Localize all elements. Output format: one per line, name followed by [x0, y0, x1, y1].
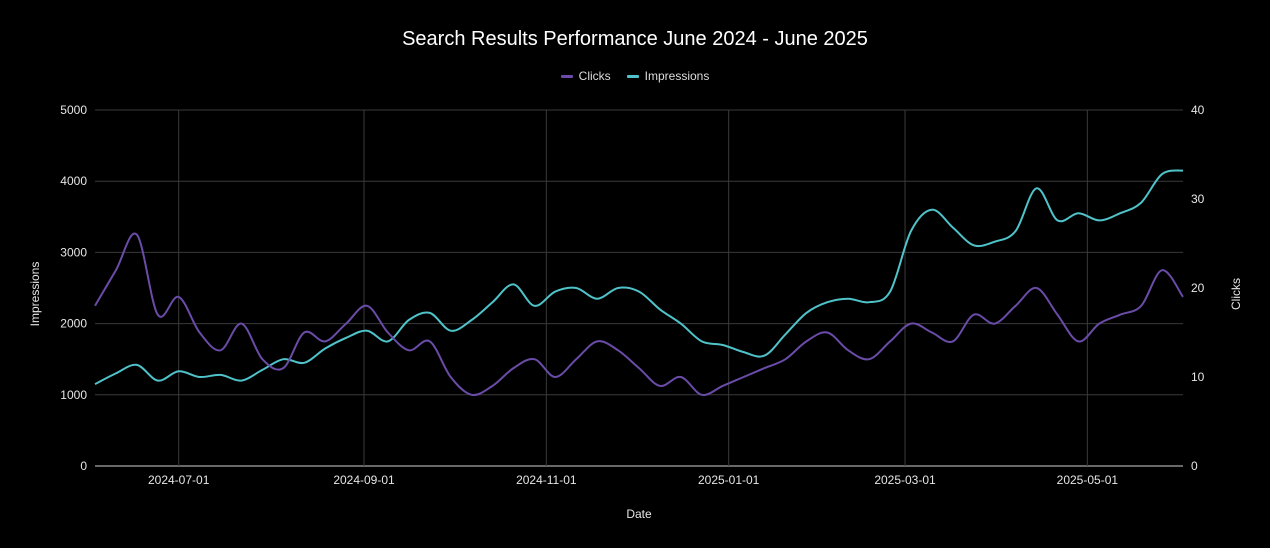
y-right-axis-title: Clicks — [1229, 278, 1243, 310]
y-left-tick-label: 3000 — [60, 245, 87, 259]
legend-item-impressions[interactable]: Impressions — [626, 69, 710, 83]
grid — [95, 109, 1183, 467]
y-left-tick-label: 4000 — [60, 174, 87, 188]
x-tick-label: 2024-07-01 — [148, 473, 210, 487]
legend[interactable]: Clicks Impressions — [0, 69, 1270, 83]
y-right-tick-label: 20 — [1191, 281, 1205, 295]
y-left-tick-label: 1000 — [60, 388, 87, 402]
x-tick-label: 2024-09-01 — [333, 473, 395, 487]
x-tick-label: 2025-03-01 — [874, 473, 936, 487]
x-tick-label: 2024-11-01 — [516, 473, 577, 487]
legend-label-impressions: Impressions — [644, 69, 710, 83]
x-axis-title: Date — [626, 507, 652, 521]
y-left-tick-label: 2000 — [60, 317, 87, 331]
series-line-clicks — [94, 232, 1184, 397]
legend-item-clicks[interactable]: Clicks — [560, 69, 611, 83]
y-right-tick-label: 30 — [1191, 192, 1205, 206]
y-left-axis-title: Impressions — [28, 262, 42, 327]
x-tick-label: 2025-01-01 — [698, 473, 760, 487]
y-left-tick-label: 0 — [80, 459, 87, 473]
series-layer — [94, 169, 1184, 397]
legend-swatch-clicks — [560, 74, 573, 78]
x-tick-label: 2025-05-01 — [1057, 473, 1119, 487]
chart-title: Search Results Performance June 2024 - J… — [402, 28, 868, 50]
legend-label-clicks: Clicks — [578, 69, 611, 83]
y-right-tick-label: 40 — [1191, 103, 1205, 117]
series-line-impressions — [94, 169, 1184, 385]
legend-swatch-impressions — [626, 74, 639, 78]
y-right-tick-label: 10 — [1191, 370, 1205, 384]
axes: 0 1000 2000 3000 4000 5000 0 10 20 30 40 2024-07-01… — [60, 103, 1204, 487]
y-right-tick-label: 0 — [1191, 459, 1198, 473]
y-left-tick-label: 5000 — [60, 103, 87, 117]
